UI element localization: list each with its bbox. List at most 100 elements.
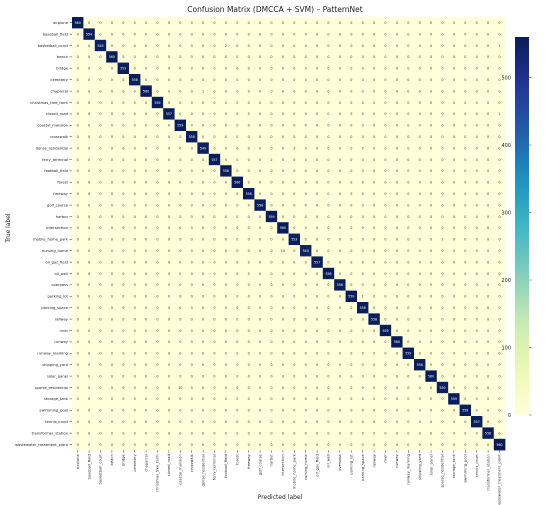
heatmap-cell [482,176,494,189]
cell-value-label: 0 [202,215,204,219]
heatmap-cell [140,313,152,325]
cell-value-label: 0 [407,181,409,185]
heatmap-cell [471,279,483,291]
heatmap-cell [231,28,244,40]
cell-value-label: 0 [498,21,500,25]
heatmap-cell [117,393,130,405]
heatmap-cell [208,62,221,75]
heatmap-cell [117,279,130,291]
heatmap-cell [311,222,323,234]
heatmap-cell [300,39,312,52]
cell-value-label: 0 [487,192,489,196]
heatmap-cell [163,62,175,75]
heatmap-cell [311,404,323,417]
heatmap-cell [106,153,118,166]
cell-value-label: 0 [464,112,466,116]
cell-value-label: 0 [236,260,238,264]
heatmap-cell [459,17,472,29]
heatmap-cell [391,199,403,211]
heatmap-cell [174,324,187,337]
cell-value-label: 0 [179,374,181,378]
cell-value-label: 0 [487,32,489,36]
heatmap-cell [243,381,255,394]
heatmap-cell [129,17,141,29]
heatmap-cell [186,74,198,86]
cell-value-label: 0 [487,169,489,173]
cell-value-label: 0 [339,215,341,219]
cell-value-label: 0 [145,238,147,242]
cell-value-label: 0 [498,55,500,59]
cell-value-label: 0 [305,238,307,242]
cell-value-label: 0 [293,374,295,378]
cell-value-label: 0 [156,340,158,344]
heatmap-cell [288,381,301,394]
cell-value-label: 0 [350,431,352,435]
cell-value-label: 0 [179,32,181,36]
cell-value-label: 0 [236,215,238,219]
cell-value-label: 0 [122,306,124,310]
cell-value-label: 0 [396,32,398,36]
heatmap-cell [186,393,198,405]
heatmap-cell [402,438,415,451]
heatmap-cell [368,427,380,439]
cell-value-label: 0 [362,397,364,401]
cell-value-label: 0 [191,283,193,287]
cell-value-label: 0 [282,21,284,25]
heatmap-cell [402,359,415,371]
cell-value-label: 0 [350,55,352,59]
cell-value-label: 0 [350,124,352,128]
cell-value-label: 0 [384,158,386,162]
heatmap-cell [448,416,460,428]
cell-value-label: 0 [77,431,79,435]
heatmap-cell [277,290,289,303]
heatmap-cell [345,336,358,348]
heatmap-cell [345,199,358,211]
heatmap-cell [436,245,449,257]
cell-value-label: 0 [99,112,101,116]
heatmap-cell [140,222,152,234]
heatmap-cell [186,28,198,40]
heatmap-cell [277,256,289,268]
cell-value-label: 0 [145,420,147,424]
cell-value-label: 0 [156,329,158,333]
cell-value-label: 0 [419,443,421,447]
cell-value-label: 0 [259,55,261,59]
heatmap-cell [72,39,84,52]
heatmap-cell [186,416,198,428]
cell-value-label: 0 [396,89,398,93]
cell-value-label: 0 [236,169,238,173]
heatmap-cell [493,302,506,314]
cell-value-label: 0 [464,101,466,105]
x-tick-label: sparse_residential [441,454,445,487]
heatmap-cell [436,39,449,52]
heatmap-cell [402,17,415,29]
heatmap-cell [379,427,392,439]
cell-value-label: 0 [396,443,398,447]
cell-value-label: 0 [77,124,79,128]
heatmap-cell [83,17,95,29]
cell-value-label: 0 [350,112,352,116]
cell-value-label: 0 [327,89,329,93]
cell-value-label: 0 [339,67,341,71]
heatmap-cell [402,347,415,360]
cell-value-label: 0 [191,374,193,378]
heatmap-cell [243,119,255,132]
cell-value-label: 0 [202,101,204,105]
cell-value-label: 0 [316,374,318,378]
cell-value-label: 0 [191,409,193,413]
cell-value-label: 0 [339,397,341,401]
cell-value-label: 0 [373,101,375,105]
cell-value-label: 0 [487,124,489,128]
cell-value-label: 0 [270,397,272,401]
heatmap-cell [208,370,221,382]
cell-value-label: 0 [316,44,318,48]
y-tick-label: swimming_pool [39,409,68,413]
cell-value-label: 0 [213,101,215,105]
cell-value-label: 0 [396,226,398,230]
heatmap-cell [345,85,358,97]
cell-value-label: 0 [225,192,227,196]
cell-value-label: 0 [498,317,500,321]
cell-value-label: 0 [327,78,329,82]
cell-value-label: 0 [339,317,341,321]
